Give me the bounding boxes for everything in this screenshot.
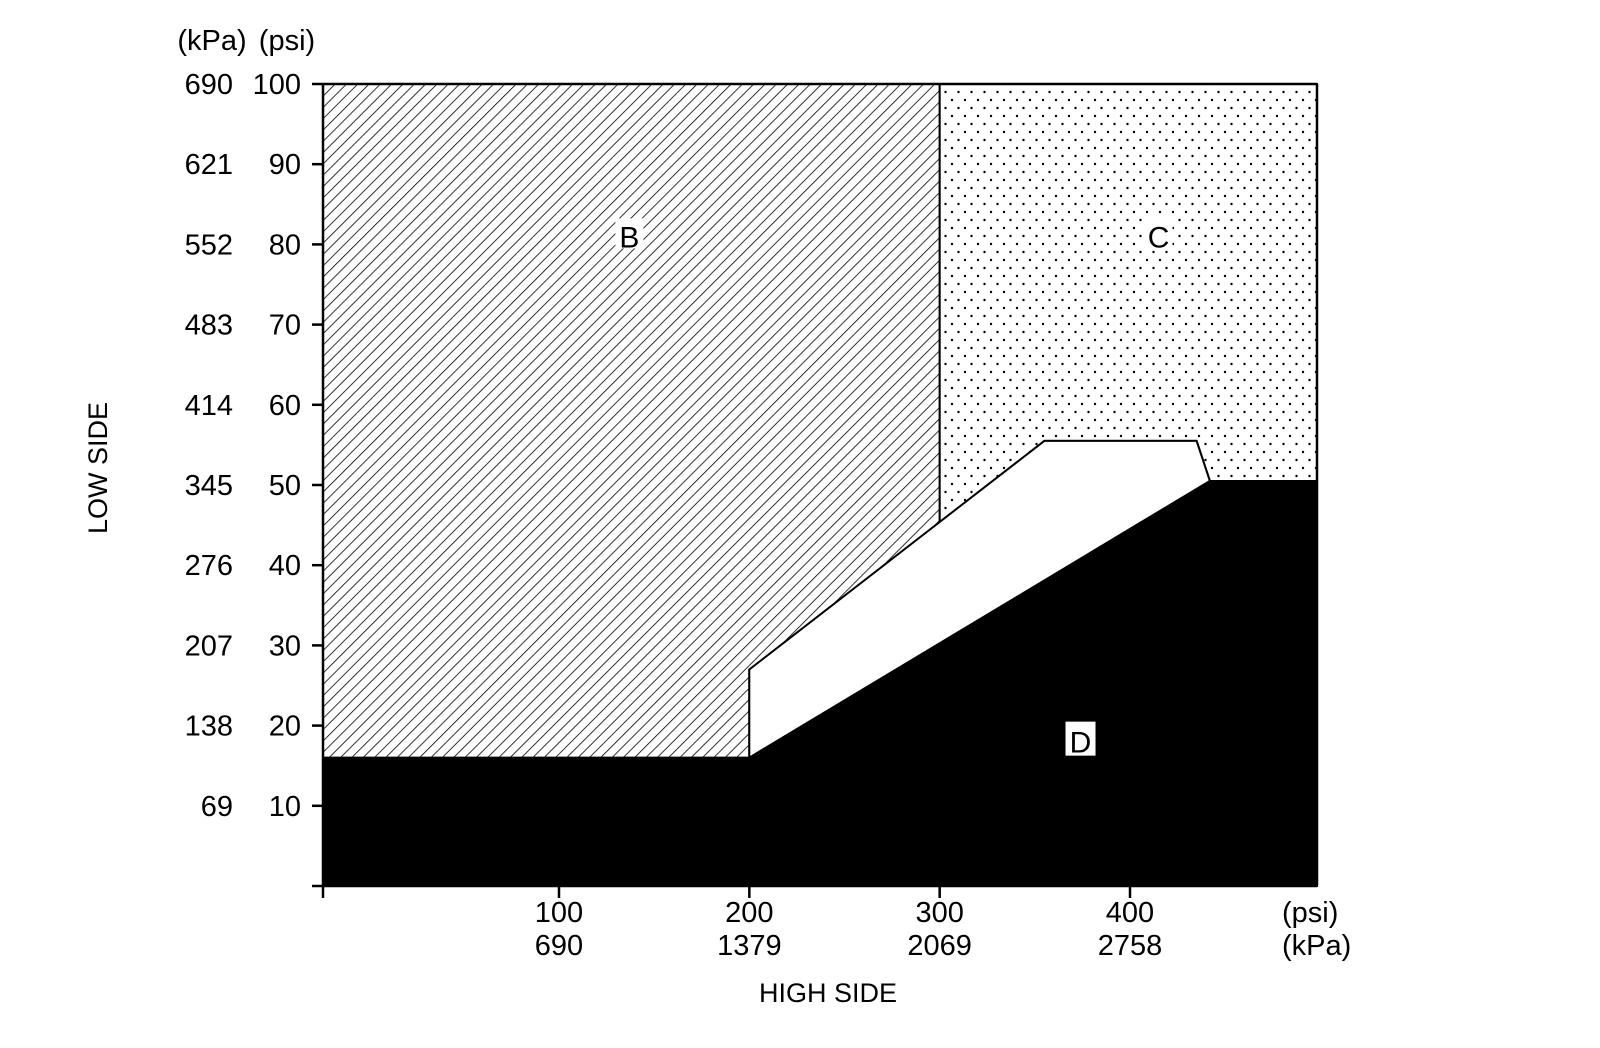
x-tick-label-kpa: 1379 [717, 930, 782, 962]
y-tick-label-kpa: 276 [185, 550, 233, 582]
x-tick-label-psi: 200 [725, 897, 773, 929]
x-tick-label-psi: 100 [535, 897, 583, 929]
y-tick-label-kpa: 690 [185, 69, 233, 101]
region-label-d: D [1065, 721, 1096, 760]
y-tick-label-psi: 20 [269, 711, 301, 743]
y-tick-label-psi: 50 [269, 470, 301, 502]
y-tick-label-psi: 10 [269, 791, 301, 823]
y-tick-label-kpa: 414 [185, 390, 233, 422]
region-label-c: C [1144, 218, 1173, 254]
y-axis-title: LOW SIDE [83, 402, 113, 534]
region-label-b: B [615, 218, 644, 254]
y-tick-label-kpa: 345 [185, 470, 233, 502]
x-tick-label-psi: 300 [915, 897, 963, 929]
x-tick-label-kpa: 2758 [1098, 930, 1163, 962]
x-unit-psi: (psi) [1282, 897, 1338, 929]
x-axis-title: HIGH SIDE [759, 978, 897, 1008]
x-tick-label-kpa: 2069 [907, 930, 972, 962]
y-tick-label-kpa: 552 [185, 229, 233, 261]
region-label-text: B [619, 221, 639, 254]
regions-layer: B C D [322, 83, 1318, 887]
x-tick-label-kpa: 690 [535, 930, 583, 962]
y-tick-label-kpa: 621 [185, 149, 233, 181]
region-label-text: C [1148, 221, 1170, 254]
y-tick-label-psi: 90 [269, 149, 301, 181]
y-tick-label-kpa: 138 [185, 711, 233, 743]
region-label-box [1065, 721, 1096, 756]
y-unit-headers: (kPa) (psi) [177, 25, 315, 57]
y-tick-label-kpa: 69 [201, 791, 233, 823]
x-tick-label-psi: 400 [1106, 897, 1154, 929]
y-unit-kpa: (kPa) [177, 25, 246, 57]
y-tick-label-psi: 60 [269, 390, 301, 422]
y-tick-label-psi: 70 [269, 310, 301, 342]
region-label-box [615, 218, 644, 249]
y-tick-label-psi: 40 [269, 550, 301, 582]
y-tick-label-kpa: 483 [185, 310, 233, 342]
y-tick-label-psi: 100 [253, 69, 301, 101]
x-unit-labels: (psi) (kPa) [1282, 897, 1351, 962]
y-unit-psi: (psi) [259, 25, 315, 57]
region-label-box [1144, 218, 1173, 249]
y-tick-label-psi: 30 [269, 630, 301, 662]
y-tick-label-kpa: 207 [185, 630, 233, 662]
y-tick-label-psi: 80 [269, 229, 301, 261]
ticks-layer: 10 69 20 138 30 207 40 276 50 345 60 414 70 483 80 552 9… [185, 69, 1163, 962]
region-label-text: D [1070, 727, 1092, 760]
x-unit-kpa: (kPa) [1282, 930, 1351, 962]
